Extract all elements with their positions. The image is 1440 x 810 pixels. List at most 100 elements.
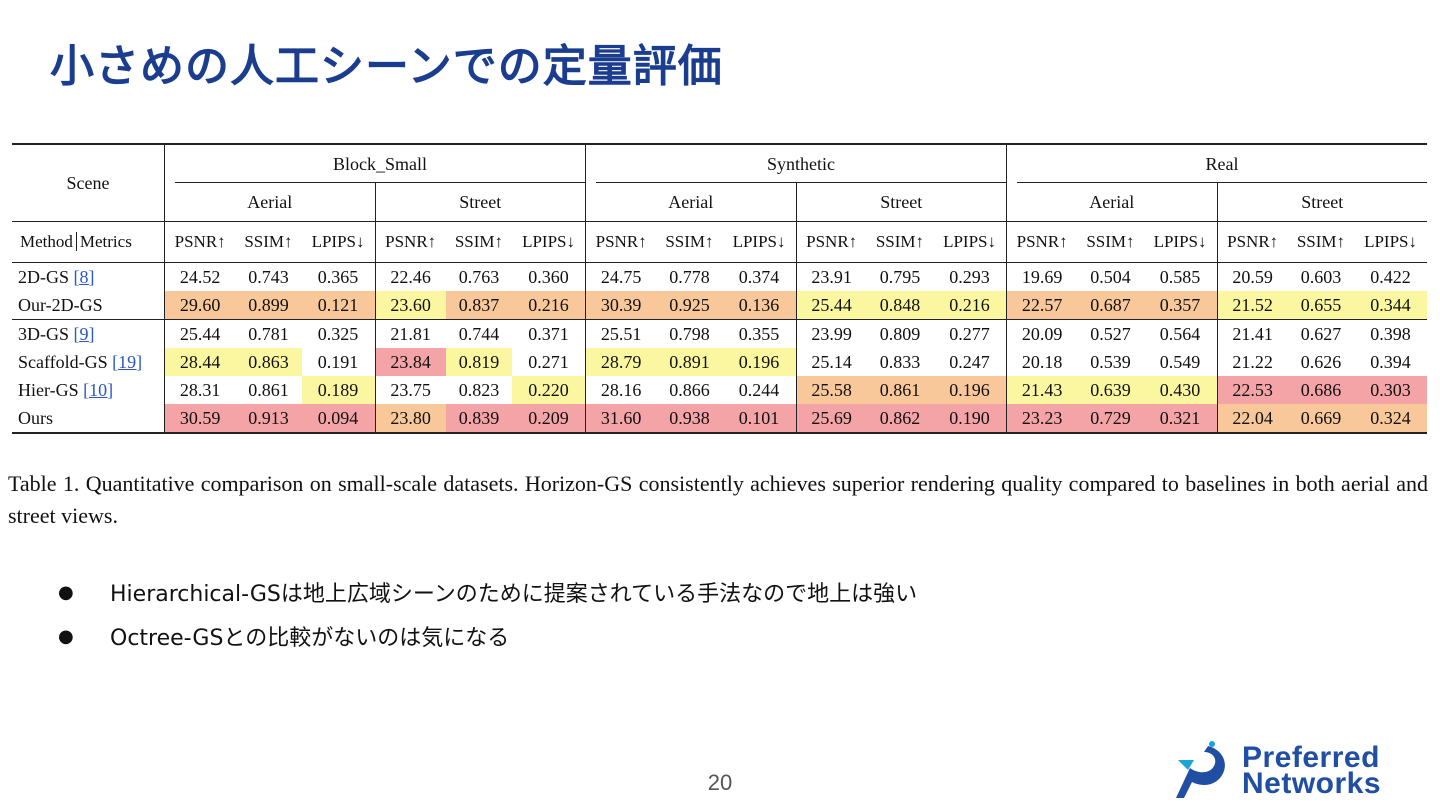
- citation-link[interactable]: [19]: [112, 351, 143, 372]
- dataset-label: Block_Small: [175, 146, 585, 183]
- value-cell: 0.837: [445, 291, 513, 320]
- value-cell: 21.81: [374, 319, 446, 348]
- metric-header: PSNR↑: [1006, 221, 1078, 263]
- value-cell: 30.59: [164, 404, 236, 433]
- value-cell: 0.357: [1143, 291, 1217, 320]
- value-cell: 0.891: [656, 348, 723, 376]
- value-cell: 0.686: [1287, 376, 1355, 404]
- table-caption: Table 1. Quantitative comparison on smal…: [8, 471, 1428, 528]
- value-cell: 0.781: [248, 323, 289, 344]
- value-cell: 21.52: [1216, 291, 1288, 320]
- dataset-header: Real: [1006, 144, 1427, 183]
- metric-header: PSNR↑: [585, 221, 657, 263]
- value-cell: 0.848: [866, 291, 934, 320]
- method-name: Ours: [18, 407, 53, 428]
- method-metrics-header: Method Metrics: [12, 222, 165, 263]
- value-cell: 20.09: [1006, 319, 1078, 348]
- value-cell: 20.18: [1006, 348, 1078, 376]
- value-cell: 23.99: [795, 319, 867, 348]
- table-row: Ours 30.59 0.913 0.094 23.80 0.839 0.209 31.60 0…: [12, 404, 1427, 433]
- value-cell: 0.585: [1159, 266, 1201, 287]
- value-cell: 0.564: [1159, 323, 1201, 344]
- value-cell: 20.59: [1216, 262, 1288, 291]
- bullet-icon: ●: [58, 581, 74, 603]
- value-cell: 0.325: [317, 323, 359, 344]
- metrics-label: Metrics: [79, 232, 132, 251]
- bullet-text: Hierarchical-GSは地上広域シーンのために提案されている手法なので地…: [110, 582, 918, 607]
- value-cell: 0.669: [1287, 404, 1355, 433]
- metric-header: SSIM↑: [454, 232, 504, 251]
- citation-link[interactable]: [10]: [83, 379, 114, 400]
- value-cell: 24.52: [164, 262, 236, 291]
- metric-header: SSIM↑: [1296, 232, 1346, 251]
- value-cell: 0.863: [235, 348, 302, 376]
- header-row-datasets: Scene Block_Small Synthetic Real: [12, 144, 1427, 193]
- view-header: Aerial: [585, 183, 796, 222]
- value-cell: 22.46: [374, 262, 446, 291]
- value-cell: 0.101: [722, 404, 796, 433]
- value-cell: 22.53: [1216, 376, 1288, 404]
- metric-header: LPIPS↓: [732, 232, 786, 251]
- value-cell: 0.603: [1300, 266, 1342, 287]
- value-cell: 25.14: [795, 348, 867, 376]
- value-cell: 0.360: [528, 266, 569, 287]
- value-cell: 0.527: [1090, 323, 1131, 344]
- value-cell: 0.899: [235, 291, 302, 320]
- value-cell: 0.196: [722, 348, 796, 376]
- logo-line-1: Preferred: [1242, 741, 1380, 774]
- view-label: Street: [1301, 192, 1344, 212]
- dataset-label: Real: [1017, 146, 1427, 183]
- view-label: Aerial: [668, 192, 714, 212]
- value-cell: 0.866: [669, 379, 710, 400]
- value-cell: 25.58: [795, 376, 867, 404]
- value-cell: 0.271: [528, 351, 569, 372]
- header-row-metrics: Method Metrics PSNR↑ SSIM↑ LPIPS↓ PSNR↑ SSIM↑ L…: [12, 221, 1427, 263]
- method-name: 2D-GS: [18, 266, 70, 287]
- value-cell: 23.75: [374, 376, 446, 404]
- view-label: Street: [459, 192, 502, 212]
- value-cell: 29.60: [164, 291, 236, 320]
- value-cell: 21.43: [1006, 376, 1078, 404]
- value-cell: 23.91: [795, 262, 867, 291]
- value-cell: 23.80: [374, 404, 446, 433]
- value-cell: 0.744: [458, 323, 500, 344]
- metric-header: LPIPS↓: [1364, 232, 1417, 251]
- value-cell: 0.277: [949, 323, 990, 344]
- value-cell: 31.60: [585, 404, 657, 433]
- value-cell: 0.778: [669, 266, 710, 287]
- value-cell: 24.75: [585, 262, 657, 291]
- bullet-text: Octree-GSとの比較がないのは気になる: [110, 626, 510, 651]
- value-cell: 0.190: [933, 404, 1007, 433]
- value-cell: 0.216: [933, 291, 1007, 320]
- value-cell: 0.324: [1354, 404, 1427, 433]
- dataset-label: Synthetic: [596, 146, 1006, 183]
- value-cell: 0.371: [528, 323, 569, 344]
- value-cell: 0.303: [1354, 376, 1427, 404]
- method-cell: 2D-GS [8]: [12, 263, 165, 292]
- dataset-header: Block_Small: [164, 144, 586, 183]
- value-cell: 0.374: [738, 266, 780, 287]
- value-cell: 0.743: [248, 266, 289, 287]
- citation-link[interactable]: [9]: [73, 323, 95, 344]
- value-cell: 0.321: [1143, 404, 1217, 433]
- view-header: Street: [795, 183, 1007, 222]
- value-cell: 23.60: [374, 291, 446, 320]
- value-cell: 0.121: [301, 291, 375, 320]
- citation-link[interactable]: [8]: [73, 266, 95, 287]
- metric-header: SSIM↑: [875, 232, 925, 251]
- bullet-item: ● Hierarchical-GSは地上広域シーンのために提案されている手法なの…: [58, 570, 917, 614]
- value-cell: 0.136: [722, 291, 796, 320]
- view-header: Aerial: [164, 183, 375, 222]
- metric-header: PSNR↑: [164, 221, 236, 263]
- table-row: 3D-GS [9] 25.44 0.781 0.325 21.81 0.744 0.371 2…: [12, 319, 1427, 348]
- metric-header: SSIM↑: [1086, 232, 1135, 251]
- value-cell: 0.216: [512, 291, 586, 320]
- value-cell: 0.422: [1370, 266, 1411, 287]
- value-cell: 25.44: [164, 319, 236, 348]
- value-cell: 0.655: [1287, 291, 1355, 320]
- divider: [75, 232, 77, 251]
- value-cell: 0.687: [1077, 291, 1144, 320]
- value-cell: 0.191: [317, 351, 359, 372]
- value-cell: 0.398: [1370, 323, 1411, 344]
- value-cell: 0.344: [1354, 291, 1427, 320]
